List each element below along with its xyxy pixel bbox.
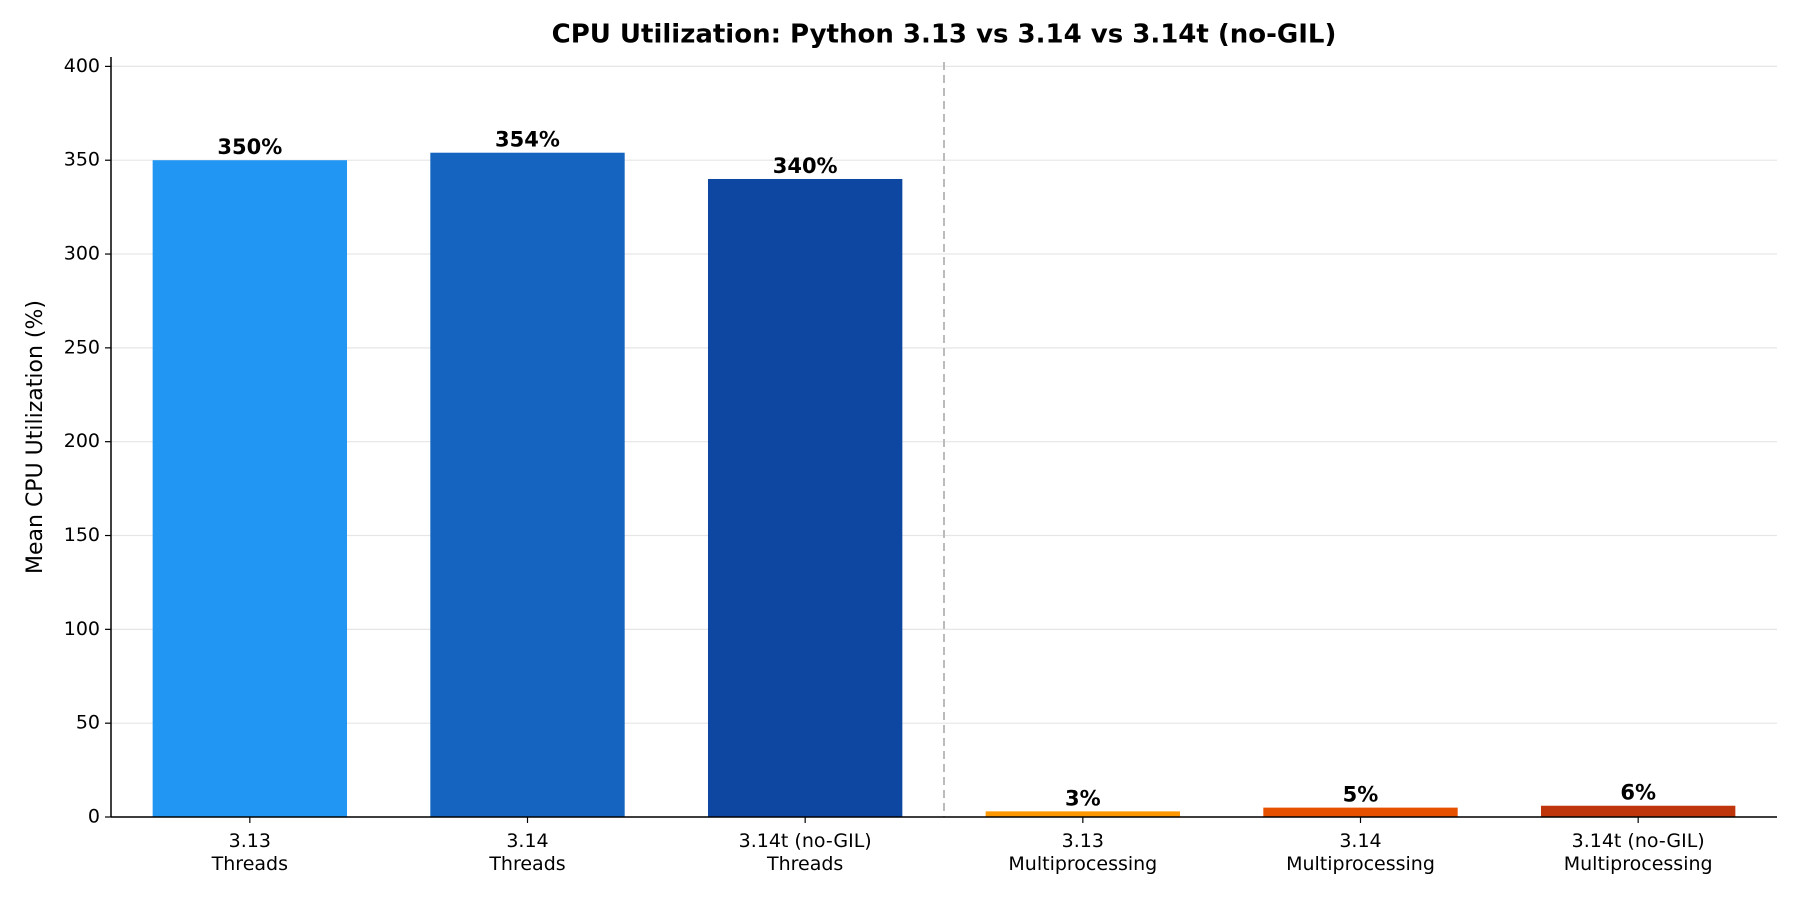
x-tick-label: 3.14 xyxy=(506,830,548,852)
x-tick-label: Multiprocessing xyxy=(1286,853,1435,875)
x-tick-label: Threads xyxy=(211,853,288,875)
x-tick-label: Threads xyxy=(766,853,843,875)
y-tick-label: 100 xyxy=(64,618,100,640)
x-tick-label: Multiprocessing xyxy=(1564,853,1713,875)
value-label: 5% xyxy=(1343,783,1379,807)
x-tick-label: 3.13 xyxy=(1062,830,1104,852)
x-tick-label: 3.14t (no-GIL) xyxy=(739,830,872,852)
y-tick-label: 300 xyxy=(64,243,100,265)
bar xyxy=(152,160,348,818)
y-axis-label: Mean CPU Utilization (%) xyxy=(23,300,48,574)
bar xyxy=(430,152,625,817)
x-tick-label: Multiprocessing xyxy=(1008,853,1157,875)
x-tick-label: 3.14t (no-GIL) xyxy=(1572,830,1705,852)
value-label: 350% xyxy=(217,135,282,159)
x-tick-label: Threads xyxy=(488,853,565,875)
y-tick-label: 50 xyxy=(76,712,100,734)
y-tick-label: 200 xyxy=(64,430,100,452)
y-tick-label: 150 xyxy=(64,524,100,546)
bar xyxy=(1263,807,1458,817)
x-tick-label: 3.13 xyxy=(229,830,271,852)
value-label: 354% xyxy=(495,128,560,152)
bar xyxy=(707,178,903,817)
y-tick-label: 400 xyxy=(64,55,100,77)
value-label: 340% xyxy=(773,154,838,178)
y-tick-label: 0 xyxy=(88,806,100,828)
y-tick-label: 250 xyxy=(64,336,100,358)
bar xyxy=(985,811,1181,817)
chart-title: CPU Utilization: Python 3.13 vs 3.14 vs … xyxy=(552,20,1337,50)
value-label: 6% xyxy=(1620,781,1656,805)
bar xyxy=(1540,805,1736,817)
value-label: 3% xyxy=(1065,786,1101,810)
y-tick-label: 350 xyxy=(64,149,100,171)
x-tick-label: 3.14 xyxy=(1339,830,1381,852)
